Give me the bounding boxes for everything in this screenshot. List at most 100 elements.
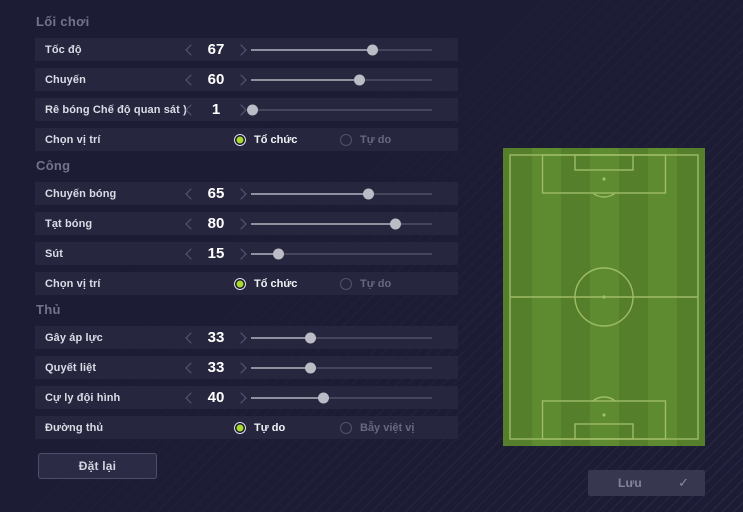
radio-option[interactable]: Bẫy việt vị bbox=[340, 416, 414, 439]
radio-option-label: Tổ chức bbox=[254, 133, 298, 146]
row-label: Tốc độ bbox=[45, 43, 82, 56]
section-title: Lối chơi bbox=[36, 14, 90, 29]
radio-option-label: Tổ chức bbox=[254, 277, 298, 290]
row-label: Chọn vị trí bbox=[45, 133, 101, 146]
slider-fill bbox=[251, 336, 311, 339]
value-stepper: 33 bbox=[185, 329, 247, 346]
value-stepper: 1 bbox=[185, 101, 247, 118]
slider-track[interactable] bbox=[247, 104, 432, 115]
slider-value: 33 bbox=[207, 359, 225, 376]
radio-option[interactable]: Tổ chức bbox=[234, 272, 297, 295]
chevron-right-icon[interactable] bbox=[235, 73, 247, 86]
slider-knob[interactable] bbox=[247, 104, 259, 115]
save-button[interactable]: Lưu ✓ bbox=[588, 470, 705, 496]
slider-fill bbox=[251, 78, 360, 81]
slider-knob[interactable] bbox=[363, 188, 375, 199]
radio-option-label: Tự do bbox=[360, 277, 392, 290]
slider-value: 33 bbox=[207, 329, 225, 346]
chevron-right-icon[interactable] bbox=[235, 331, 247, 344]
radio-selected-icon bbox=[234, 277, 246, 290]
chevron-right-icon[interactable] bbox=[235, 391, 247, 404]
slider-track[interactable] bbox=[251, 392, 432, 403]
slider-knob[interactable] bbox=[317, 392, 329, 403]
slider-value: 65 bbox=[207, 185, 225, 202]
chevron-right-icon[interactable] bbox=[235, 103, 247, 116]
slider-knob[interactable] bbox=[305, 332, 317, 343]
slider-knob[interactable] bbox=[272, 248, 284, 259]
slider-track[interactable] bbox=[251, 332, 432, 343]
slider-knob[interactable] bbox=[390, 218, 402, 229]
row-label: Đường thủ bbox=[45, 421, 104, 434]
slider-knob[interactable] bbox=[366, 44, 378, 55]
value-stepper: 67 bbox=[185, 41, 247, 58]
radio-selected-icon bbox=[234, 133, 246, 146]
slider-row: Gây áp lực 33 bbox=[35, 326, 458, 349]
chevron-right-icon[interactable] bbox=[235, 187, 247, 200]
row-label: Gây áp lực bbox=[45, 331, 103, 344]
slider-value: 80 bbox=[207, 215, 225, 232]
chevron-right-icon[interactable] bbox=[235, 361, 247, 374]
slider-row: Sút 15 bbox=[35, 242, 458, 265]
row-label: Chọn vị trí bbox=[45, 277, 101, 290]
row-label: Rê bóng Chế độ quan sát ) bbox=[45, 103, 187, 116]
slider-track[interactable] bbox=[251, 44, 432, 55]
row-label: Chuyến bóng bbox=[45, 187, 117, 200]
radio-selected-icon bbox=[234, 421, 246, 434]
slider-value: 40 bbox=[207, 389, 225, 406]
section-title: Thủ bbox=[36, 302, 61, 317]
radio-option[interactable]: Tự do bbox=[340, 272, 391, 295]
row-label: Sút bbox=[45, 247, 64, 260]
value-stepper: 33 bbox=[185, 359, 247, 376]
row-label: Tạt bóng bbox=[45, 217, 93, 230]
value-stepper: 60 bbox=[185, 71, 247, 88]
pitch-diagram bbox=[503, 148, 705, 446]
slider-fill bbox=[251, 252, 279, 255]
chevron-right-icon[interactable] bbox=[235, 217, 247, 230]
slider-row: Chuyến bóng 65 bbox=[35, 182, 458, 205]
slider-row: Tốc độ 67 bbox=[35, 38, 458, 61]
slider-knob[interactable] bbox=[305, 362, 317, 373]
slider-value: 67 bbox=[207, 41, 225, 58]
slider-row: Cự ly đội hình 40 bbox=[35, 386, 458, 409]
slider-fill bbox=[251, 366, 311, 369]
slider-row: Chuyến 60 bbox=[35, 68, 458, 91]
row-label: Quyết liệt bbox=[45, 361, 97, 374]
radio-option[interactable]: Tổ chức bbox=[234, 128, 297, 151]
value-stepper: 65 bbox=[185, 185, 247, 202]
save-button-label: Lưu bbox=[618, 476, 642, 490]
slider-knob[interactable] bbox=[354, 74, 366, 85]
pitch-svg bbox=[503, 148, 705, 446]
slider-track[interactable] bbox=[251, 218, 432, 229]
value-stepper: 80 bbox=[185, 215, 247, 232]
reset-button[interactable]: Đặt lại bbox=[38, 453, 157, 479]
radio-option-label: Bẫy việt vị bbox=[360, 421, 415, 434]
radio-unselected-icon bbox=[340, 421, 352, 434]
checkmark-icon: ✓ bbox=[678, 475, 689, 490]
slider-row: Quyết liệt 33 bbox=[35, 356, 458, 379]
slider-track[interactable] bbox=[251, 188, 432, 199]
radio-row: Đường thủ Tự do Bẫy việt vị bbox=[35, 416, 458, 439]
radio-option[interactable]: Tự do bbox=[234, 416, 285, 439]
radio-row: Chọn vị trí Tổ chức Tự do bbox=[35, 128, 458, 151]
slider-track[interactable] bbox=[251, 362, 432, 373]
slider-fill bbox=[251, 192, 369, 195]
slider-track[interactable] bbox=[251, 74, 432, 85]
slider-value: 60 bbox=[207, 71, 225, 88]
slider-track[interactable] bbox=[251, 248, 432, 259]
value-stepper: 15 bbox=[185, 245, 247, 262]
slider-fill bbox=[251, 48, 373, 51]
chevron-right-icon[interactable] bbox=[235, 247, 247, 260]
radio-unselected-icon bbox=[340, 277, 352, 290]
radio-option[interactable]: Tự do bbox=[340, 128, 391, 151]
row-label: Cự ly đội hình bbox=[45, 391, 121, 404]
slider-row: Tạt bóng 80 bbox=[35, 212, 458, 235]
settings-panel: Lối chơi Tốc độ 67 Chuyến 60 Rê bóng Chế độ q… bbox=[35, 14, 458, 479]
row-label: Chuyến bbox=[45, 73, 86, 86]
radio-option-label: Tự do bbox=[360, 133, 392, 146]
section-title: Công bbox=[36, 158, 71, 173]
chevron-right-icon[interactable] bbox=[235, 43, 247, 56]
slider-value: 15 bbox=[207, 245, 225, 262]
slider-fill bbox=[251, 222, 396, 225]
radio-unselected-icon bbox=[340, 133, 352, 146]
